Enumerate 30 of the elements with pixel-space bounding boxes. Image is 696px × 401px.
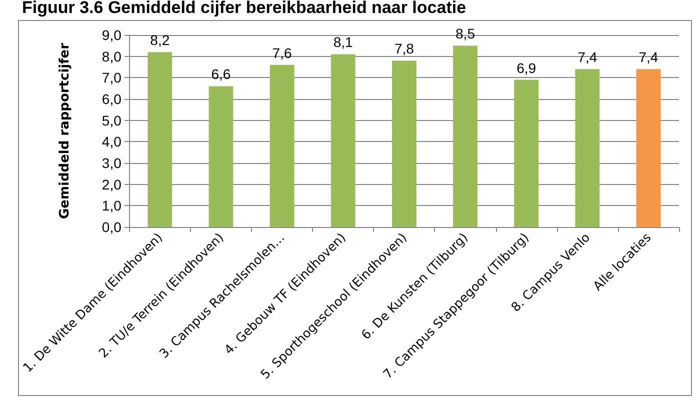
bar: [636, 69, 661, 227]
y-tick-label: 0,0: [102, 219, 122, 235]
data-label: 7,4: [638, 49, 658, 66]
y-tick-label: 6,0: [102, 91, 122, 107]
chart-title: Figuur 3.6 Gemiddeld cijfer bereikbaarheid naar locatie: [22, 0, 468, 19]
data-label: 7,6: [272, 44, 292, 61]
y-tick-label: 9,0: [102, 27, 122, 43]
y-tick-label: 3,0: [102, 155, 122, 171]
bar: [270, 64, 294, 227]
data-label: 8,2: [150, 32, 170, 48]
y-axis-title: Gemiddeld rapportcijfer: [57, 42, 72, 220]
data-label: 7,4: [578, 49, 598, 66]
bar: [148, 52, 172, 227]
data-label: 8,5: [456, 26, 476, 42]
y-tick-label: 2,0: [102, 176, 122, 192]
bar: [453, 46, 478, 227]
bar: [330, 54, 356, 227]
y-tick-label: 7,0: [102, 70, 122, 86]
data-label: 7,8: [394, 40, 414, 57]
bar: [575, 69, 600, 227]
y-tick-label: 4,0: [102, 134, 122, 150]
data-label: 6,6: [211, 66, 231, 82]
y-tick-label: 8,0: [102, 48, 122, 64]
y-tick-label: 1,0: [102, 198, 122, 214]
y-tick-label: 5,0: [102, 112, 122, 128]
data-label: 6,9: [516, 60, 536, 76]
bar: [208, 86, 234, 227]
bar: [392, 60, 416, 227]
data-label: 8,1: [333, 34, 354, 50]
bar: [514, 80, 539, 227]
